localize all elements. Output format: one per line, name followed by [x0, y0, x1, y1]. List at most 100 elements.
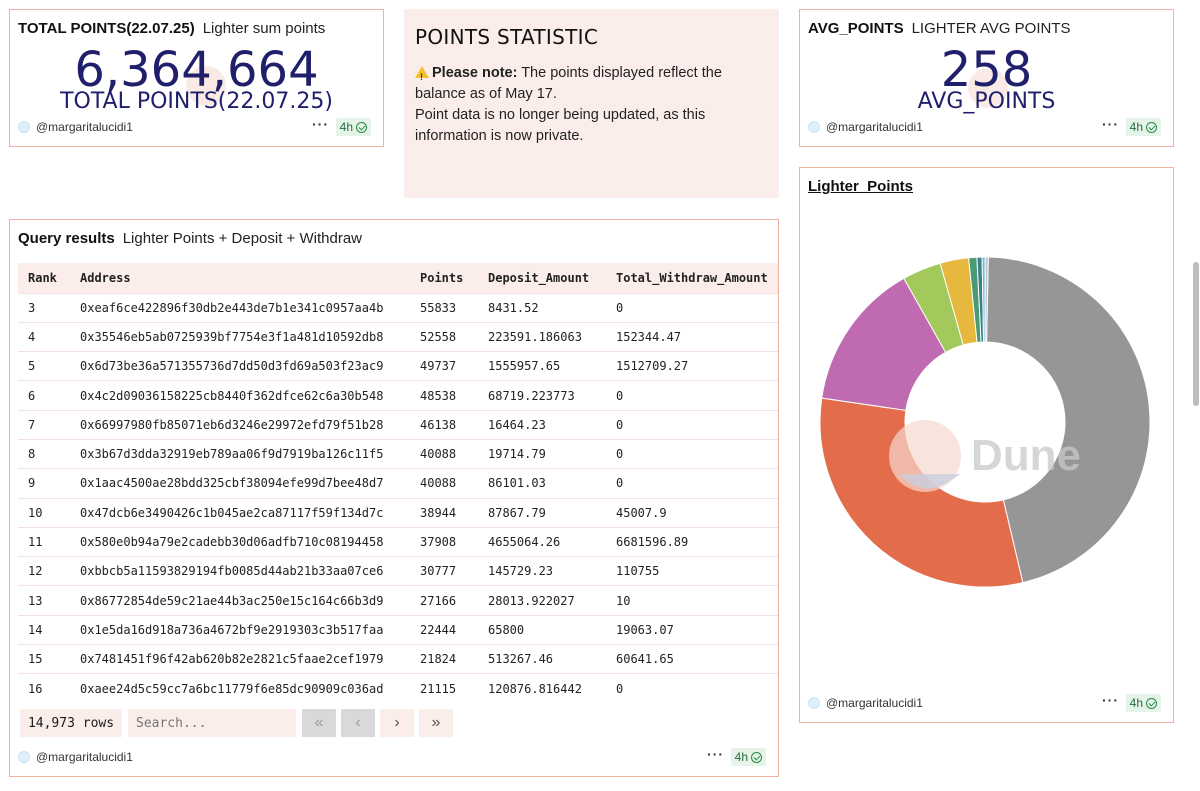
table-cell: 0x7481451f96f42ab620b82e2821c5faae2cef19…	[70, 644, 410, 674]
avatar[interactable]	[808, 697, 820, 709]
counter-value: 258	[940, 42, 1033, 98]
refresh-age-badge[interactable]: 4h	[1125, 694, 1161, 712]
more-options-icon[interactable]: ···	[312, 116, 329, 132]
table-cell: 7	[18, 409, 70, 440]
table-cell: 1512709.27	[606, 351, 778, 381]
author-link[interactable]: @margaritalucidi1	[826, 696, 923, 710]
table-cell: 0x1e5da16d918a736a4672bf9e2919303c3b517f…	[70, 614, 410, 645]
dune-watermark: Dune	[971, 431, 1081, 480]
note-text: The points displayed reflect the balance…	[415, 65, 722, 102]
table-row[interactable]: 14 0x1e5da16d918a736a4672bf9e2919303c3b51…	[18, 614, 778, 645]
table-cell: 0x35546eb5ab0725939bf7754e3f1a481d10592d…	[70, 321, 410, 352]
chart-title[interactable]: Lighter_Points	[808, 178, 914, 195]
table-cell: 4	[18, 321, 70, 352]
table-row[interactable]: 9 0x1aac4500ae28bdd325cbf38094efe99d7bee4…	[18, 468, 778, 499]
previous-page-button[interactable]: ‹	[341, 709, 375, 737]
last-page-button[interactable]: »	[419, 709, 453, 737]
more-options-icon[interactable]: ···	[707, 746, 724, 762]
search-input[interactable]	[128, 709, 296, 737]
author-link[interactable]: @margaritalucidi1	[36, 750, 133, 764]
table-cell: 40088	[410, 468, 478, 499]
table-row[interactable]: 8 0x3b67d3dda32919eb789aa06f9d7919ba126c1…	[18, 438, 778, 469]
avatar[interactable]	[18, 121, 30, 133]
table-cell: 0x1aac4500ae28bdd325cbf38094efe99d7bee48…	[70, 468, 410, 499]
pie-slice[interactable]	[984, 256, 989, 343]
panel-footer: @margaritalucidi1 ··· 4h	[808, 692, 1165, 714]
table-cell: 27166	[410, 585, 478, 616]
table-cell: 11	[18, 526, 70, 557]
table-cell: 4655064.26	[478, 526, 606, 557]
author-link[interactable]: @margaritalucidi1	[36, 120, 133, 134]
column-header[interactable]: Rank	[28, 270, 57, 285]
next-page-button[interactable]: ›	[380, 709, 414, 737]
check-circle-icon	[1146, 697, 1157, 709]
page-scrollbar[interactable]	[1193, 262, 1199, 406]
panel-footer: @margaritalucidi1 ··· 4h	[808, 116, 1165, 138]
column-header[interactable]: Points	[420, 270, 464, 285]
table-row[interactable]: 3 0xeaf6ce422896f30db2e443de7b1e341c0957a…	[18, 292, 778, 323]
total-points-panel: TOTAL POINTS(22.07.25) Lighter sum points…	[9, 9, 384, 147]
panel-title[interactable]: TOTAL POINTS(22.07.25)	[18, 20, 195, 37]
table-cell: 0xeaf6ce422896f30db2e443de7b1e341c0957aa…	[70, 292, 410, 323]
table-cell: 48538	[410, 380, 478, 411]
column-header[interactable]: Total_Withdraw_Amount	[616, 270, 768, 285]
table-cell: 55833	[410, 292, 478, 323]
table-cell: 30777	[410, 556, 478, 586]
table-cell: 87867.79	[478, 497, 606, 528]
table-row[interactable]: 15 0x7481451f96f42ab620b82e2821c5faae2cef…	[18, 644, 778, 674]
dune-watermark-icon	[186, 66, 226, 106]
avatar[interactable]	[18, 751, 30, 763]
age-text: 4h	[1129, 120, 1143, 134]
table-row[interactable]: 10 0x47dcb6e3490426c1b045ae2ca87117f59f13…	[18, 497, 778, 528]
column-header[interactable]: Address	[80, 270, 131, 285]
statistic-heading: POINTS STATISTIC	[415, 25, 599, 49]
note-line-1: Please note: The points displayed reflec…	[415, 63, 755, 105]
points-statistic-panel: POINTS STATISTIC Please note: The points…	[404, 9, 779, 198]
table-cell: 45007.9	[606, 497, 778, 528]
table-cell: 152344.47	[606, 321, 778, 352]
first-page-button[interactable]: «	[302, 709, 336, 737]
pie-slice[interactable]	[819, 397, 1024, 588]
table-cell: 49737	[410, 351, 478, 381]
table-row[interactable]: 4 0x35546eb5ab0725939bf7754e3f1a481d10592…	[18, 321, 778, 352]
table-cell: 0	[606, 292, 778, 323]
table-row[interactable]: 6 0x4c2d09036158225cb8440f362dfce62c6a30b…	[18, 380, 778, 411]
column-header[interactable]: Deposit_Amount	[488, 270, 590, 285]
table-row[interactable]: 7 0x66997980fb85071eb6d3246e29972efd79f51…	[18, 409, 778, 440]
donut-chart: Dune	[819, 256, 1151, 588]
table-cell: 0	[606, 673, 778, 704]
author-link[interactable]: @margaritalucidi1	[826, 120, 923, 134]
check-circle-icon	[1146, 121, 1157, 133]
table-row[interactable]: 5 0x6d73be36a571355736d7dd50d3fd69a503f23…	[18, 351, 778, 381]
pie-slice[interactable]	[821, 277, 947, 411]
panel-footer: @margaritalucidi1 ··· 4h	[18, 746, 770, 768]
refresh-age-badge[interactable]: 4h	[1125, 118, 1161, 136]
table-cell: 12	[18, 556, 70, 586]
table-row[interactable]: 13 0x86772854de59c21ae44b3ac250e15c164c66…	[18, 585, 778, 616]
panel-header: Query results Lighter Points + Deposit + …	[18, 230, 362, 247]
avatar[interactable]	[808, 121, 820, 133]
more-options-icon[interactable]: ···	[1102, 692, 1119, 708]
table-cell: 19063.07	[606, 614, 778, 645]
counter-label: AVG_POINTS	[917, 89, 1056, 114]
avg-points-panel: AVG_POINTS LIGHTER AVG POINTS 258 AVG_POI…	[799, 9, 1174, 147]
table-row[interactable]: 11 0x580e0b94a79e2cadebb30d06adfb710c0819…	[18, 526, 778, 557]
table-row[interactable]: 12 0xbbcb5a11593829194fb0085d44ab21b33aa0…	[18, 556, 778, 586]
refresh-age-badge[interactable]: 4h	[335, 118, 371, 136]
lighter-points-chart-panel: Lighter_Points Dune @margaritalucidi1 ··…	[799, 167, 1174, 723]
warning-icon	[415, 66, 429, 88]
table-cell: 13	[18, 585, 70, 616]
table-cell: 0x6d73be36a571355736d7dd50d3fd69a503f23a…	[70, 351, 410, 381]
panel-title[interactable]: AVG_POINTS	[808, 20, 904, 37]
table-cell: 19714.79	[478, 438, 606, 469]
table-cell: 120876.816442	[478, 673, 606, 704]
refresh-age-badge[interactable]: 4h	[730, 748, 766, 766]
table-cell: 0	[606, 468, 778, 499]
pie-slice[interactable]	[986, 256, 1151, 584]
table-row[interactable]: 16 0xaee24d5c59cc7a6bc11779f6e85dc90909c0…	[18, 673, 778, 704]
table-cell: 65800	[478, 614, 606, 645]
panel-title[interactable]: Query results	[18, 230, 115, 247]
table-cell: 40088	[410, 438, 478, 469]
panel-subtitle: LIGHTER AVG POINTS	[911, 20, 1071, 37]
more-options-icon[interactable]: ···	[1102, 116, 1119, 132]
